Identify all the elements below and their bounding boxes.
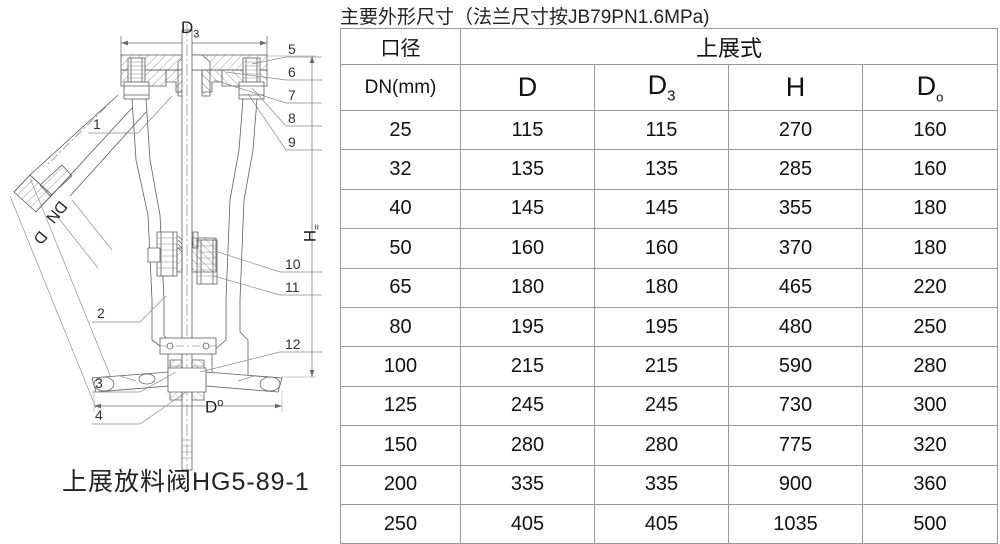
cell-d3: 195 <box>594 306 729 348</box>
callout-1: 1 <box>93 116 101 132</box>
cell-d: 195 <box>460 306 595 348</box>
cell-h: 355 <box>728 188 863 230</box>
callout-10: 10 <box>285 256 301 272</box>
table-row: 80 195 195 480 250 <box>340 306 999 348</box>
table-row: 32 135 135 285 160 <box>340 149 999 190</box>
dimension-table: 口径 上展式 DN(mm) D D3 H Do 25 115 115 270 1… <box>340 28 999 544</box>
cell-d: 145 <box>460 188 595 230</box>
header-symbol-d3: D3 <box>594 64 729 111</box>
callout-7: 7 <box>288 87 296 103</box>
callout-4: 4 <box>95 407 103 423</box>
cell-dn: 65 <box>340 267 461 308</box>
cell-dn: 200 <box>340 464 461 505</box>
cell-dn: 150 <box>340 425 461 466</box>
cell-d: 245 <box>460 385 595 427</box>
callout-3: 3 <box>95 375 103 391</box>
cell-h: 465 <box>728 267 863 308</box>
header-symbol-do: Do <box>861 64 999 111</box>
cell-do: 280 <box>861 346 999 387</box>
cell-h: 775 <box>728 425 863 466</box>
header-symbol-d: D <box>460 64 595 111</box>
cell-do: 160 <box>861 149 999 190</box>
cell-d3: 215 <box>594 346 729 387</box>
header-symbol-h: H <box>728 64 863 111</box>
drawing-caption: 上展放料阀HG5-89-1 <box>62 468 310 496</box>
cell-d3: 160 <box>594 228 729 269</box>
header-group-upper-type: 上展式 <box>459 28 999 65</box>
cell-dn: 32 <box>340 149 461 190</box>
cell-do: 180 <box>861 228 999 269</box>
cell-d: 135 <box>460 149 595 190</box>
cell-h: 285 <box>728 149 863 190</box>
cell-do: 500 <box>861 503 999 544</box>
table-row: 40 145 145 355 180 <box>340 188 999 230</box>
cell-d: 115 <box>460 109 595 151</box>
table-title: 主要外形尺寸（法兰尺寸按JB79PN1.6MPa) <box>340 7 710 28</box>
callout-12: 12 <box>285 336 301 352</box>
cell-do: 180 <box>861 188 999 230</box>
table-row: 150 280 280 775 320 <box>340 425 999 466</box>
cell-d: 180 <box>460 267 595 308</box>
table-row: 200 335 335 900 360 <box>340 464 999 505</box>
cell-d: 405 <box>460 503 595 544</box>
cell-d: 215 <box>460 346 595 387</box>
cell-do: 220 <box>861 267 999 308</box>
callout-6: 6 <box>288 64 296 80</box>
cell-h: 370 <box>728 228 863 269</box>
cell-d: 160 <box>460 228 595 269</box>
cell-dn: 50 <box>340 228 461 269</box>
cell-dn: 80 <box>340 306 461 348</box>
cell-do: 360 <box>861 464 999 505</box>
cell-do: 300 <box>861 385 999 427</box>
cell-dn: 40 <box>340 188 461 230</box>
cell-d: 335 <box>460 464 595 505</box>
cell-dn: 250 <box>340 503 461 544</box>
cell-dn: 25 <box>340 109 461 151</box>
cell-do: 320 <box>861 425 999 466</box>
cell-d3: 115 <box>594 109 729 151</box>
cell-d: 280 <box>460 425 595 466</box>
callout-2: 2 <box>97 305 105 321</box>
valve-technical-drawing: D3 H≈ Do DN D 1 2 3 4 5 6 7 8 9 10 11 12… <box>0 0 335 517</box>
cell-do: 250 <box>861 306 999 348</box>
table-row: 125 245 245 730 300 <box>340 385 999 427</box>
callout-5: 5 <box>288 41 296 57</box>
dim-label-h: H≈ <box>300 224 324 243</box>
cell-d3: 245 <box>594 385 729 427</box>
callout-9: 9 <box>288 134 296 150</box>
valve-cross-section-svg <box>9 24 322 478</box>
callout-11: 11 <box>285 279 300 295</box>
cell-d3: 145 <box>594 188 729 230</box>
cell-h: 1035 <box>728 503 863 544</box>
cell-h: 480 <box>728 306 863 348</box>
cell-d3: 280 <box>594 425 729 466</box>
table-row: 25 115 115 270 160 <box>340 109 999 151</box>
cell-do: 160 <box>861 109 999 151</box>
cell-d3: 180 <box>594 267 729 308</box>
dim-label-do: Do <box>205 397 224 417</box>
table-row: 250 405 405 1035 500 <box>340 503 999 544</box>
cell-d3: 135 <box>594 149 729 190</box>
cell-h: 900 <box>728 464 863 505</box>
cell-h: 730 <box>728 385 863 427</box>
cell-dn: 125 <box>340 385 461 427</box>
header-dn-mm: DN(mm) <box>340 64 461 111</box>
table-row: 100 215 215 590 280 <box>340 346 999 387</box>
table-row: 50 160 160 370 180 <box>340 228 999 269</box>
cell-d3: 335 <box>594 464 729 505</box>
cell-h: 590 <box>728 346 863 387</box>
callout-8: 8 <box>288 110 296 126</box>
header-bore-line1: 口径 <box>340 28 461 65</box>
table-row: 65 180 180 465 220 <box>340 267 999 308</box>
dim-label-d3: D3 <box>181 18 200 41</box>
cell-d3: 405 <box>594 503 729 544</box>
dimension-table-panel: 主要外形尺寸（法兰尺寸按JB79PN1.6MPa) 口径 上展式 DN(mm) … <box>340 0 999 544</box>
cell-dn: 100 <box>340 346 461 387</box>
cell-h: 270 <box>728 109 863 151</box>
